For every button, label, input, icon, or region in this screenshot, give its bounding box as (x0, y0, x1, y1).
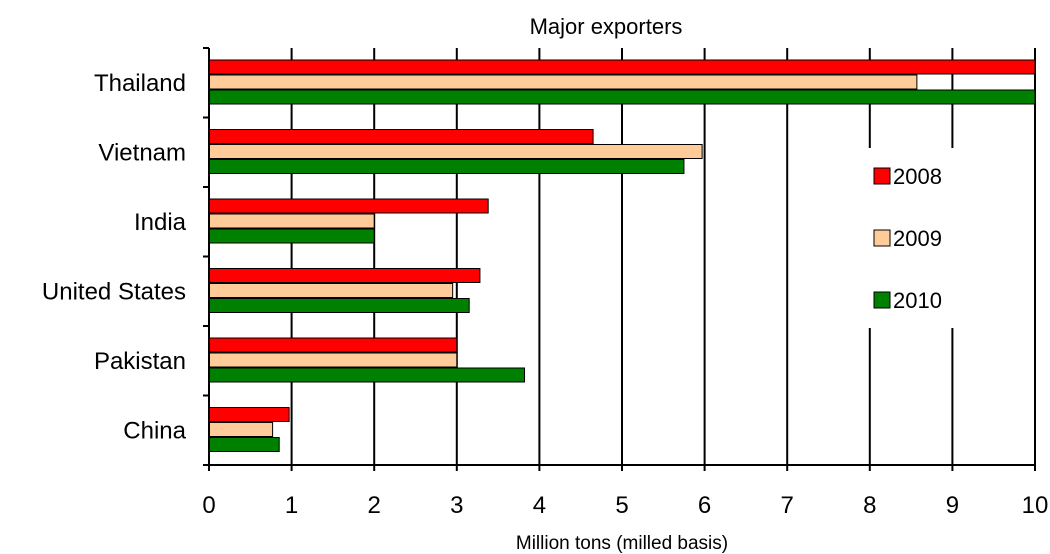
x-tick-label: 6 (698, 492, 711, 519)
category-label: Thailand (94, 70, 186, 97)
bar-china-2009 (208, 422, 274, 437)
bar-thailand-2008 (208, 59, 1036, 75)
axes (203, 47, 1036, 471)
bar-china-2008 (208, 407, 290, 422)
x-tick-label: 5 (615, 492, 628, 519)
x-tick-label: 0 (202, 492, 215, 519)
category-labels: Thailand Vietnam India United States Pakista… (42, 70, 187, 445)
bar-thailand-2010 (208, 89, 1036, 105)
legend-label-2008: 2008 (893, 164, 942, 189)
x-tick-label: 4 (533, 492, 546, 519)
x-tick-label: 10 (1022, 492, 1049, 519)
x-tick-label: 2 (368, 492, 381, 519)
bar-united-states-2008 (208, 268, 481, 283)
legend-label-2009: 2009 (893, 226, 942, 251)
bar-pakistan-2008 (208, 337, 458, 353)
category-label: China (123, 417, 186, 444)
legend: 2008 2009 2010 (862, 148, 972, 328)
category-label: Vietnam (98, 139, 186, 166)
x-tick-label: 7 (781, 492, 794, 519)
legend-label-2010: 2010 (893, 288, 942, 313)
x-tick-label: 8 (863, 492, 876, 519)
x-tick-label: 9 (946, 492, 959, 519)
bar-united-states-2009 (208, 283, 454, 298)
chart-title: Major exporters (530, 14, 683, 39)
category-label: India (134, 209, 187, 236)
x-tick-label: 3 (450, 492, 463, 519)
x-tick-labels: 0 1 2 3 4 5 6 7 8 9 10 (202, 492, 1048, 519)
legend-swatch-2009 (873, 229, 891, 247)
bar-china-2010 (208, 437, 280, 452)
x-tick-label: 1 (285, 492, 298, 519)
bar-united-states-2010 (208, 298, 470, 313)
category-label: Pakistan (94, 348, 186, 375)
bar-india-2010 (208, 228, 375, 244)
bars (208, 59, 1036, 452)
legend-swatch-2010 (873, 291, 891, 309)
bar-thailand-2009 (208, 74, 918, 90)
bar-vietnam-2009 (208, 144, 703, 159)
x-axis-title: Million tons (milled basis) (516, 533, 728, 554)
bar-vietnam-2010 (208, 159, 685, 174)
bar-india-2009 (208, 213, 375, 229)
bar-pakistan-2009 (208, 352, 458, 368)
category-label: United States (42, 278, 186, 305)
bar-vietnam-2008 (208, 129, 594, 144)
bar-pakistan-2010 (208, 367, 526, 383)
legend-swatch-2008 (873, 167, 891, 185)
bar-india-2008 (208, 198, 489, 214)
